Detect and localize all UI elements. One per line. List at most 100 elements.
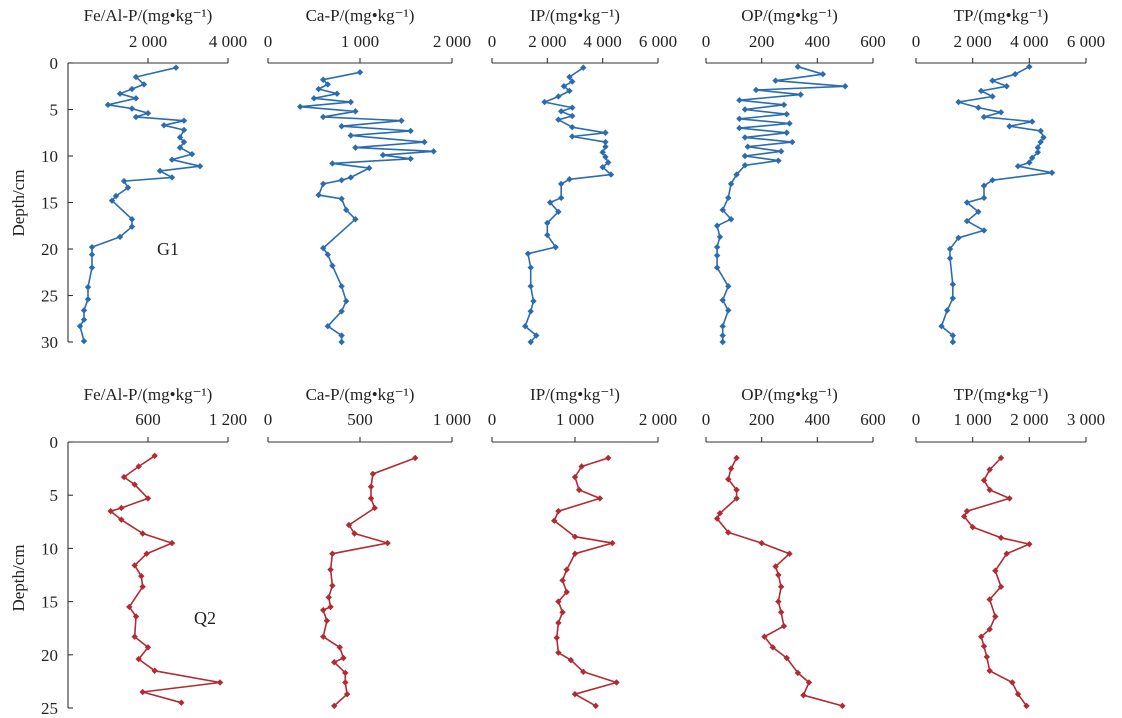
q2-panel-4-data-point	[777, 609, 785, 616]
q2-panel-1-data-point	[151, 667, 158, 674]
g1-panel-4-data-point	[713, 252, 721, 259]
g1-panel-5-data-point	[955, 98, 962, 106]
g1-panel-5-data-point	[963, 217, 971, 225]
g1-panel-4-data-point	[780, 101, 788, 109]
q2-panel-1-data-point	[118, 516, 125, 523]
g1-panel-3-data-point	[555, 208, 562, 215]
g1-panel-3-data-point	[544, 231, 551, 239]
g1-panel-2-data-point	[315, 191, 322, 199]
g1-panel-1-data-point	[128, 105, 136, 112]
q2-panel-2-data-point	[320, 606, 327, 614]
q2-panel-2: Ca-P/(mg•kg⁻¹) 0 500 1 000	[264, 385, 471, 710]
g1-panel-2-data-point	[320, 180, 327, 188]
site-label-g1: G1	[157, 239, 179, 259]
q2-panel-4-data-point	[733, 495, 740, 502]
q2-panel-2-series-line	[322, 457, 416, 707]
g1-panel-1: Fe/Al-P/(mg•kg⁻¹) 2 000 4 000 0 5 10 15 20 25 30	[41, 6, 247, 352]
g1-panel-5-data-point	[1014, 163, 1022, 170]
g1-panel-2-data-point	[347, 132, 354, 139]
q2-panel-5-title: TP/(mg•kg⁻¹)	[954, 385, 1049, 404]
g1-panel-5-data-point	[949, 332, 957, 339]
q2-panel-3-data-point	[571, 550, 579, 557]
panels-group: Fe/Al-P/(mg•kg⁻¹) 2 000 4 000 0 5 10 15 20 25 30 C…	[41, 6, 1105, 718]
g1-panel-3-series-line	[524, 67, 612, 343]
g1-panel-1-series-line	[79, 66, 201, 342]
q2-panel-2-data-point	[369, 470, 377, 478]
g1-panel-1-data-point	[128, 223, 136, 230]
q2-panel-1-data-point	[135, 655, 142, 663]
g1-panel-2-data-point	[407, 155, 414, 162]
g1-panel-3-data-point	[569, 123, 576, 131]
q2-panel-5-data-point	[980, 643, 988, 650]
g1-panel-2-data-point	[297, 103, 304, 110]
g1-panel-3-data-point	[527, 264, 534, 271]
g1-panel-4-data-point	[772, 77, 779, 84]
q2-panel-3-data-point	[555, 619, 562, 627]
g1-panel-5-data-point	[943, 307, 951, 314]
g1-panel-1-data-point	[156, 167, 164, 175]
g1-panel-3-data-point	[546, 199, 554, 206]
g1-panel-5-x-tick-label: 2 000	[954, 32, 992, 51]
g1-panel-1-data-point	[128, 216, 136, 223]
g1-panel-1-data-point	[180, 126, 188, 134]
g1-panel-3-data-point	[552, 243, 559, 251]
g1-panel-5-data-point	[1006, 123, 1013, 130]
g1-panel-1-x-tick-label: 4 000	[209, 32, 247, 51]
g1-panel-2-data-point	[324, 322, 331, 330]
q2-panel-5-data-point	[986, 667, 993, 674]
g1-panel-3-data-point	[602, 138, 609, 146]
q2-panel-2-data-point	[351, 530, 358, 537]
g1-panel-5-data-point	[963, 199, 971, 206]
q2-panel-1-title: Fe/Al-P/(mg•kg⁻¹)	[84, 385, 213, 404]
q2-panel-2-x-tick-label: 0	[264, 410, 273, 429]
g1-panel-3-data-point	[569, 104, 576, 111]
g1-panel-4-data-point	[725, 307, 732, 314]
q2-panel-3-data-point	[571, 473, 579, 481]
g1-panel-4-x-tick-label: 600	[860, 32, 886, 51]
q2-panel-1-data-point	[151, 452, 158, 460]
q2-panel-5-data-point	[1003, 550, 1010, 557]
q2-panel-4-data-point	[733, 486, 740, 494]
q2-panel-5-data-point	[992, 567, 999, 574]
g1-panel-5-title: TP/(mg•kg⁻¹)	[954, 6, 1049, 25]
g1-panel-1-data-point	[140, 81, 148, 88]
g1-panel-1-data-point	[176, 144, 184, 151]
q2-panel-2-data-point	[342, 669, 349, 677]
q2-panel-1-data-point	[131, 633, 138, 640]
q2-panel-2-data-point	[345, 521, 353, 529]
g1-panel-2-data-point	[352, 108, 359, 115]
q2-panel-1-data-point	[107, 507, 114, 515]
q2-panel-4-x-tick-label: 0	[702, 410, 711, 429]
g1-panel-4-data-point	[783, 110, 790, 118]
g1-panel-3-data-point	[569, 133, 576, 140]
q2-panel-4-data-point	[775, 598, 782, 605]
g1-panel-3-title: IP/(mg•kg⁻¹)	[530, 6, 620, 25]
g1-panel-1-data-point	[168, 174, 176, 181]
q2-panel-1-data-point	[132, 613, 140, 620]
q2-panel-2-data-point	[384, 539, 391, 547]
g1-panel-3-x-tick-label: 2 000	[528, 32, 566, 51]
q2-panel-1-data-point	[131, 481, 138, 488]
g1-panel-4-data-point	[713, 264, 721, 271]
g1-panel-1-y-tick-label: 20	[41, 240, 58, 259]
g1-panel-1-data-point	[196, 163, 204, 170]
g1-panel-2-data-point	[329, 160, 336, 167]
g1-panel-2-data-point	[338, 123, 345, 130]
q2-panel-1-data-point	[138, 572, 145, 580]
q2-panel-4-data-point	[713, 515, 721, 522]
g1-panel-3-data-point	[602, 143, 609, 150]
g1-panel-1-data-point	[120, 177, 128, 185]
g1-panel-3-data-point	[541, 98, 548, 106]
g1-panel-1-data-point	[80, 316, 88, 323]
g1-panel-3-data-point	[599, 163, 606, 171]
g1-panel-3-x-tick-label: 4 000	[584, 32, 622, 51]
g1-panel-2-data-point	[320, 244, 327, 252]
g1-panel-1-x-tick-label: 2 000	[129, 32, 167, 51]
g1-panel-2-data-point	[315, 85, 322, 93]
g1-panel-1-data-point	[124, 184, 132, 191]
q2-panel-4-data-point	[772, 563, 779, 570]
q2-panel-2-data-point	[342, 679, 349, 686]
q2-panel-4-data-point	[805, 679, 813, 686]
g1-panel-5-data-point	[1026, 63, 1033, 70]
q2-panel-2-data-point	[367, 495, 375, 502]
